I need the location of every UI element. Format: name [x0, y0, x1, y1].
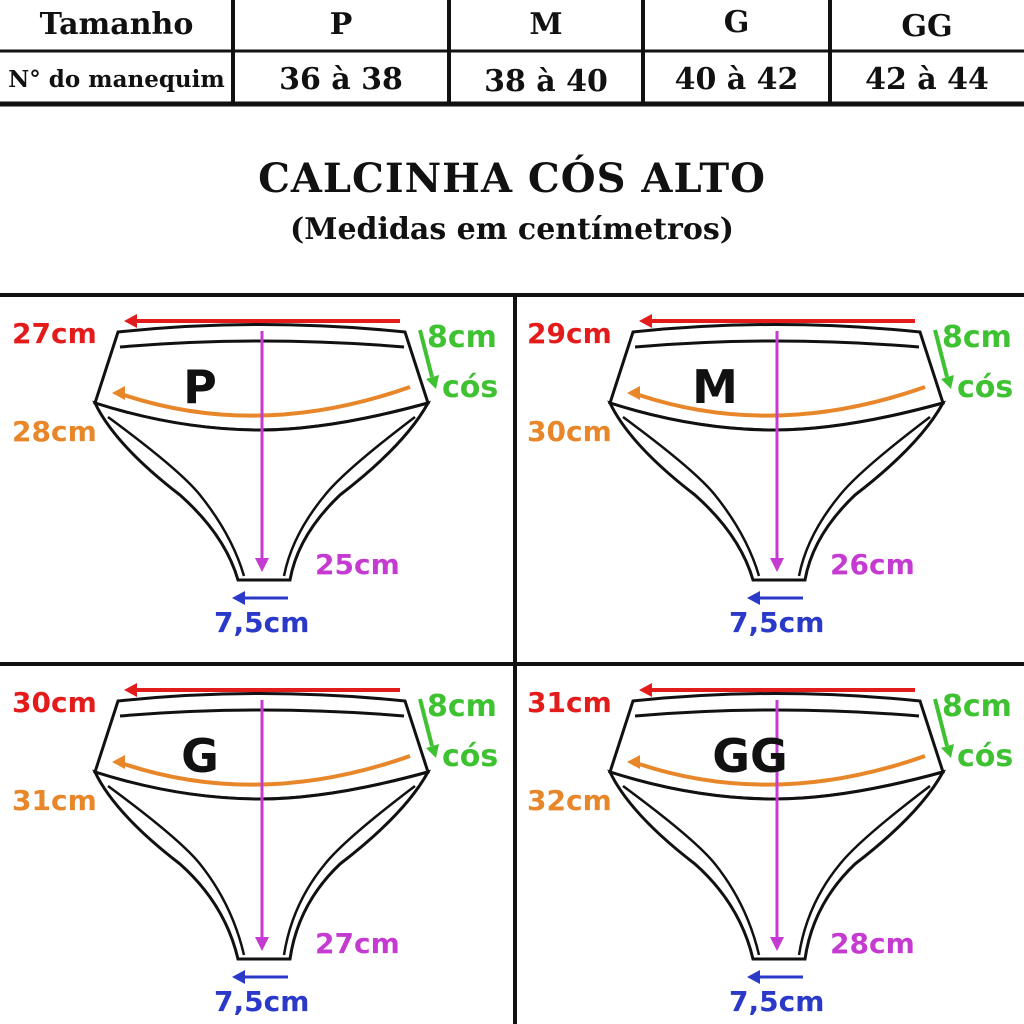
hip-curve-arrowhead	[112, 386, 125, 400]
waistband-width-label: 8cm	[942, 320, 1012, 355]
waistband-cos-label: cós	[957, 370, 1013, 405]
waistband-width-label: 8cm	[427, 689, 497, 724]
hip-width-label: 32cm	[527, 784, 612, 817]
top-width-arrowhead	[639, 683, 652, 697]
crotch-width-arrowhead	[747, 591, 760, 605]
waistband-height-arrow	[933, 329, 949, 378]
top-width-arrowhead	[124, 683, 137, 697]
leg-seam-right	[282, 785, 416, 956]
waistband-height-arrowhead	[426, 375, 439, 389]
table-size-range: 38 à 40	[484, 63, 608, 99]
waistband-height-arrow	[418, 698, 434, 747]
length-arrowhead	[255, 937, 269, 951]
length-label: 27cm	[315, 927, 400, 960]
leg-seam-left	[107, 415, 246, 577]
top-width-arrowhead	[639, 314, 652, 328]
length-arrowhead	[770, 937, 784, 951]
page-title: CALCINHA CÓS ALTO	[258, 155, 766, 202]
leg-seam-left	[622, 784, 761, 956]
length-label: 26cm	[830, 548, 915, 581]
waistband-cos-label: cós	[957, 739, 1013, 774]
top-width-label: 27cm	[12, 317, 97, 350]
size-letter: M	[692, 360, 738, 414]
size-letter: P	[183, 360, 217, 414]
size-letter: G	[181, 729, 219, 783]
table-size-range: 42 à 44	[865, 61, 989, 97]
crotch-width-label: 7,5cm	[214, 985, 309, 1018]
page-subtitle: (Medidas em centímetros)	[290, 212, 734, 247]
crotch-width-label: 7,5cm	[729, 985, 824, 1018]
table-size-header: G	[723, 4, 750, 40]
leg-seam-left	[107, 784, 246, 956]
leg-seam-right	[282, 416, 416, 577]
waistband-height-arrowhead	[941, 375, 954, 389]
leg-seam-left	[622, 415, 761, 577]
hip-curve-arrowhead	[112, 755, 125, 769]
table-size-header: M	[529, 6, 563, 42]
waistband-height-arrow	[933, 698, 949, 747]
table-size-range: 40 à 42	[674, 61, 799, 97]
crotch-width-label: 7,5cm	[214, 606, 309, 639]
hip-curve-arrowhead	[627, 755, 640, 769]
crotch-width-arrowhead	[232, 591, 245, 605]
table-size-header: P	[329, 6, 353, 42]
size-table: Tamanho N° do manequim P M G GG 36 à 38 …	[0, 0, 1024, 110]
length-arrowhead	[770, 558, 784, 572]
table-header-label: Tamanho	[39, 6, 194, 42]
table-row-label: N° do manequim	[8, 65, 225, 93]
waistband-width-label: 8cm	[427, 320, 497, 355]
table-grid-lines	[0, 0, 1024, 107]
waistband-cos-label: cós	[442, 370, 498, 405]
hip-width-label: 31cm	[12, 784, 97, 817]
waistband-height-arrowhead	[941, 744, 954, 758]
crotch-width-arrowhead	[747, 970, 760, 984]
top-width-arrowhead	[124, 314, 137, 328]
waistband-height-arrowhead	[426, 744, 439, 758]
leg-seam-right	[797, 785, 931, 956]
hip-width-label: 30cm	[527, 415, 612, 448]
table-size-header: GG	[901, 8, 953, 44]
hip-curve-arrowhead	[627, 386, 640, 400]
length-arrowhead	[255, 558, 269, 572]
size-letter: GG	[712, 729, 788, 783]
crotch-width-label: 7,5cm	[729, 606, 824, 639]
waistband-height-arrow	[418, 329, 434, 378]
top-width-label: 31cm	[527, 686, 612, 719]
length-label: 25cm	[315, 548, 400, 581]
top-width-label: 30cm	[12, 686, 97, 719]
waistband-cos-label: cós	[442, 739, 498, 774]
table-size-range: 36 à 38	[279, 61, 403, 97]
hip-width-label: 28cm	[12, 415, 97, 448]
length-label: 28cm	[830, 927, 915, 960]
waistband-width-label: 8cm	[942, 689, 1012, 724]
crotch-width-arrowhead	[232, 970, 245, 984]
leg-seam-right	[797, 416, 931, 577]
top-width-label: 29cm	[527, 317, 612, 350]
